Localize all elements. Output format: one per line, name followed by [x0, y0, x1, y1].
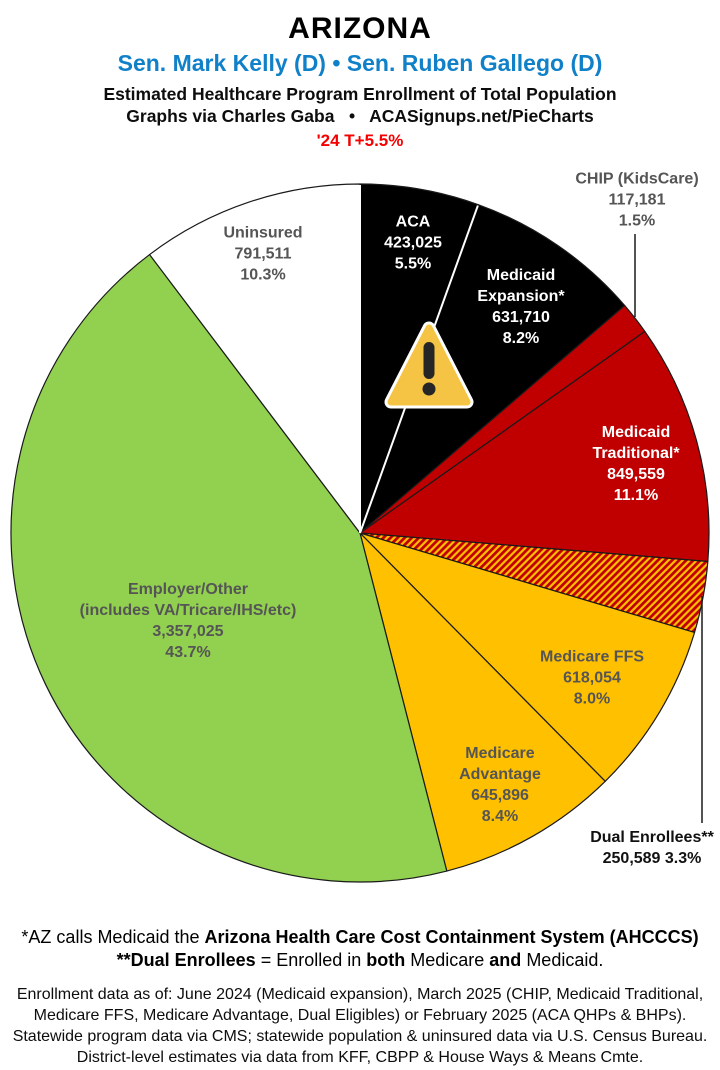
subtitle-credit: Graphs via Charles Gaba • ACASignups.net… [126, 106, 594, 126]
source-line: Medicare FFS, Medicare Advantage, Dual E… [33, 1007, 687, 1024]
label-chip-kidscare: CHIP (KidsCare) 117,181 1.5% [575, 170, 699, 230]
label-callout-lines [634, 234, 703, 823]
pie-slice-medicare-advantage [359, 532, 606, 872]
label-uninsured: Uninsured 791,511 10.3% [223, 224, 303, 284]
label-medicare-ffs: Medicare FFS 618,054 8.0% [539, 648, 645, 708]
source-line: Enrollment data as of: June 2024 (Medica… [16, 986, 704, 1003]
pie-slice-medicare-ffs [359, 532, 696, 782]
pie-slice-medicaid-expansion [359, 204, 626, 534]
source-notes: Enrollment data as of: June 2024 (Medica… [0, 984, 720, 1068]
label-employer-other: Employer/Other (includes VA/Tricare/IHS/e… [79, 581, 297, 661]
pie-slices [10, 183, 710, 883]
subtitle-enrollment: Estimated Healthcare Program Enrollment … [103, 84, 617, 104]
warning-icon-exclamation-bar [423, 342, 435, 379]
pie-slice-medicaid-traditional [359, 330, 710, 563]
footnote-block: *AZ calls Medicaid the Arizona Health Ca… [0, 926, 720, 972]
footnote-dual-enrollees: **Dual Enrollees = Enrolled in both Medi… [116, 950, 604, 970]
partisan-lean-label: '24 T+5.5% [316, 131, 404, 150]
warning-icon [384, 321, 474, 409]
label-medicaid-traditional: Medicaid Traditional* 849,559 11.1% [592, 424, 680, 504]
footnote-ahcccs: *AZ calls Medicaid the Arizona Health Ca… [21, 927, 699, 947]
label-medicaid-expansion: Medicaid Expansion* 631,710 8.2% [477, 267, 565, 347]
source-line: Statewide program data via CMS; statewid… [12, 1028, 708, 1045]
source-line: District-level estimates via data from K… [76, 1049, 644, 1066]
label-medicare-advantage: Medicare Advantage 645,896 8.4% [459, 745, 541, 825]
warning-icon-exclamation-dot [422, 382, 436, 396]
page-title: ARIZONA [288, 12, 432, 45]
pie-slice-employer-other [10, 253, 448, 883]
senators-line: Sen. Mark Kelly (D) • Sen. Ruben Gallego… [117, 50, 603, 76]
label-aca: ACA 423,025 5.5% [384, 213, 442, 273]
label-dual-enrollees: Dual Enrollees** 250,589 3.3% [590, 829, 714, 867]
pie-slice-uninsured [148, 183, 361, 534]
